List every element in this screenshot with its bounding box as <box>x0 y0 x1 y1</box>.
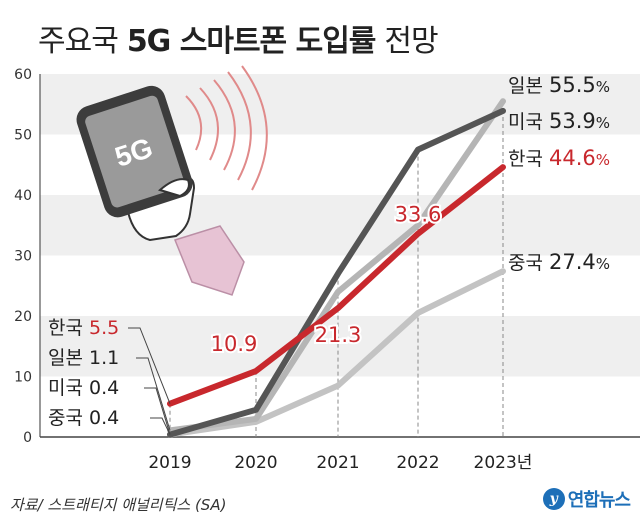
start-label-leader <box>136 357 171 431</box>
end-label-name: 한국 <box>508 148 549 170</box>
start-label: 일본 1.1 <box>48 347 119 369</box>
y-tick-label: 20 <box>14 309 32 325</box>
logo-text: 연합뉴스 <box>567 490 631 511</box>
end-label-unit: % <box>596 78 610 96</box>
start-label-value: 0.4 <box>89 377 119 399</box>
start-label-leader <box>128 327 171 404</box>
x-tick-label: 2023년 <box>474 453 533 473</box>
series-lines <box>167 98 506 438</box>
end-label-value: 44.6 <box>549 146 596 170</box>
source-note: 자료/ 스트래티지 애널리틱스 (SA) <box>10 496 227 514</box>
end-label-name: 미국 <box>508 111 549 133</box>
x-axis: 2019 2020 2021 2022 2023년 <box>40 436 640 473</box>
end-label-unit: % <box>596 114 610 132</box>
start-label-value: 0.4 <box>89 407 119 429</box>
grid-band <box>40 316 640 377</box>
x-tick-label: 2020 <box>234 453 277 473</box>
series-line-한국 <box>167 164 506 407</box>
end-label-unit: % <box>596 255 610 273</box>
end-label: 한국 44.6% <box>508 146 610 170</box>
point-label: 10.9 <box>211 332 258 356</box>
y-tick-label: 10 <box>14 370 32 386</box>
title-suffix: 전망 <box>384 24 438 59</box>
start-label-leader <box>150 417 171 435</box>
title-prefix: 주요국 <box>38 24 119 59</box>
start-labels: 한국 5.5일본 1.1미국 0.4중국 0.4 <box>48 317 171 435</box>
start-label: 한국 5.5 <box>48 317 119 339</box>
end-label: 중국 27.4% <box>508 250 610 274</box>
phone-screen <box>85 95 184 208</box>
start-label-name: 중국 <box>48 407 89 429</box>
x-tick-label: 2021 <box>316 453 359 473</box>
end-label-unit: % <box>596 151 610 169</box>
series-line-일본 <box>167 98 506 434</box>
point-label: 33.6 <box>395 203 442 227</box>
end-label-value: 53.9 <box>549 109 596 133</box>
start-label-value: 1.1 <box>89 347 119 369</box>
title-bold: 5G 스마트폰 도입률 <box>126 24 377 59</box>
logo-mark-icon: y <box>542 488 565 510</box>
start-label-value: 5.5 <box>89 317 119 339</box>
signal-waves-icon <box>185 65 268 191</box>
y-axis: 0 10 20 30 40 50 60 <box>14 67 41 446</box>
start-label: 중국 0.4 <box>48 407 119 429</box>
chart-title: 주요국 5G 스마트폰 도입률 전망 <box>38 16 439 60</box>
end-label-value: 27.4 <box>549 250 596 274</box>
start-label-name: 한국 <box>48 317 89 339</box>
y-tick-label: 60 <box>14 67 32 83</box>
y-tick-label: 30 <box>14 249 32 265</box>
point-label: 21.3 <box>315 323 362 347</box>
x-tick-label: 2019 <box>148 453 191 473</box>
y-tick-label: 40 <box>14 188 32 204</box>
end-label-value: 55.5 <box>549 73 596 97</box>
series-line-중국 <box>167 268 506 438</box>
start-label: 미국 0.4 <box>48 377 119 399</box>
end-label: 일본 55.5% <box>508 73 610 97</box>
yonhap-logo: y 연합뉴스 <box>542 486 631 512</box>
y-tick-label: 50 <box>14 128 32 144</box>
point-labels: 10.9 21.3 33.6 <box>209 201 444 358</box>
sleeve <box>173 225 245 296</box>
start-label-name: 일본 <box>48 347 89 369</box>
series-line-미국 <box>167 107 506 438</box>
end-label-name: 일본 <box>508 75 549 97</box>
end-labels: 한국 44.6%일본 55.5%미국 53.9%중국 27.4% <box>508 73 610 274</box>
thumb <box>157 178 190 198</box>
start-label-name: 미국 <box>48 377 89 399</box>
end-label-name: 중국 <box>508 252 549 274</box>
y-tick-label: 0 <box>23 430 32 446</box>
x-tick-label: 2022 <box>396 453 439 473</box>
start-label-leader <box>144 387 171 435</box>
end-label: 미국 53.9% <box>508 109 610 133</box>
phone-illustration: 5G <box>76 65 268 296</box>
